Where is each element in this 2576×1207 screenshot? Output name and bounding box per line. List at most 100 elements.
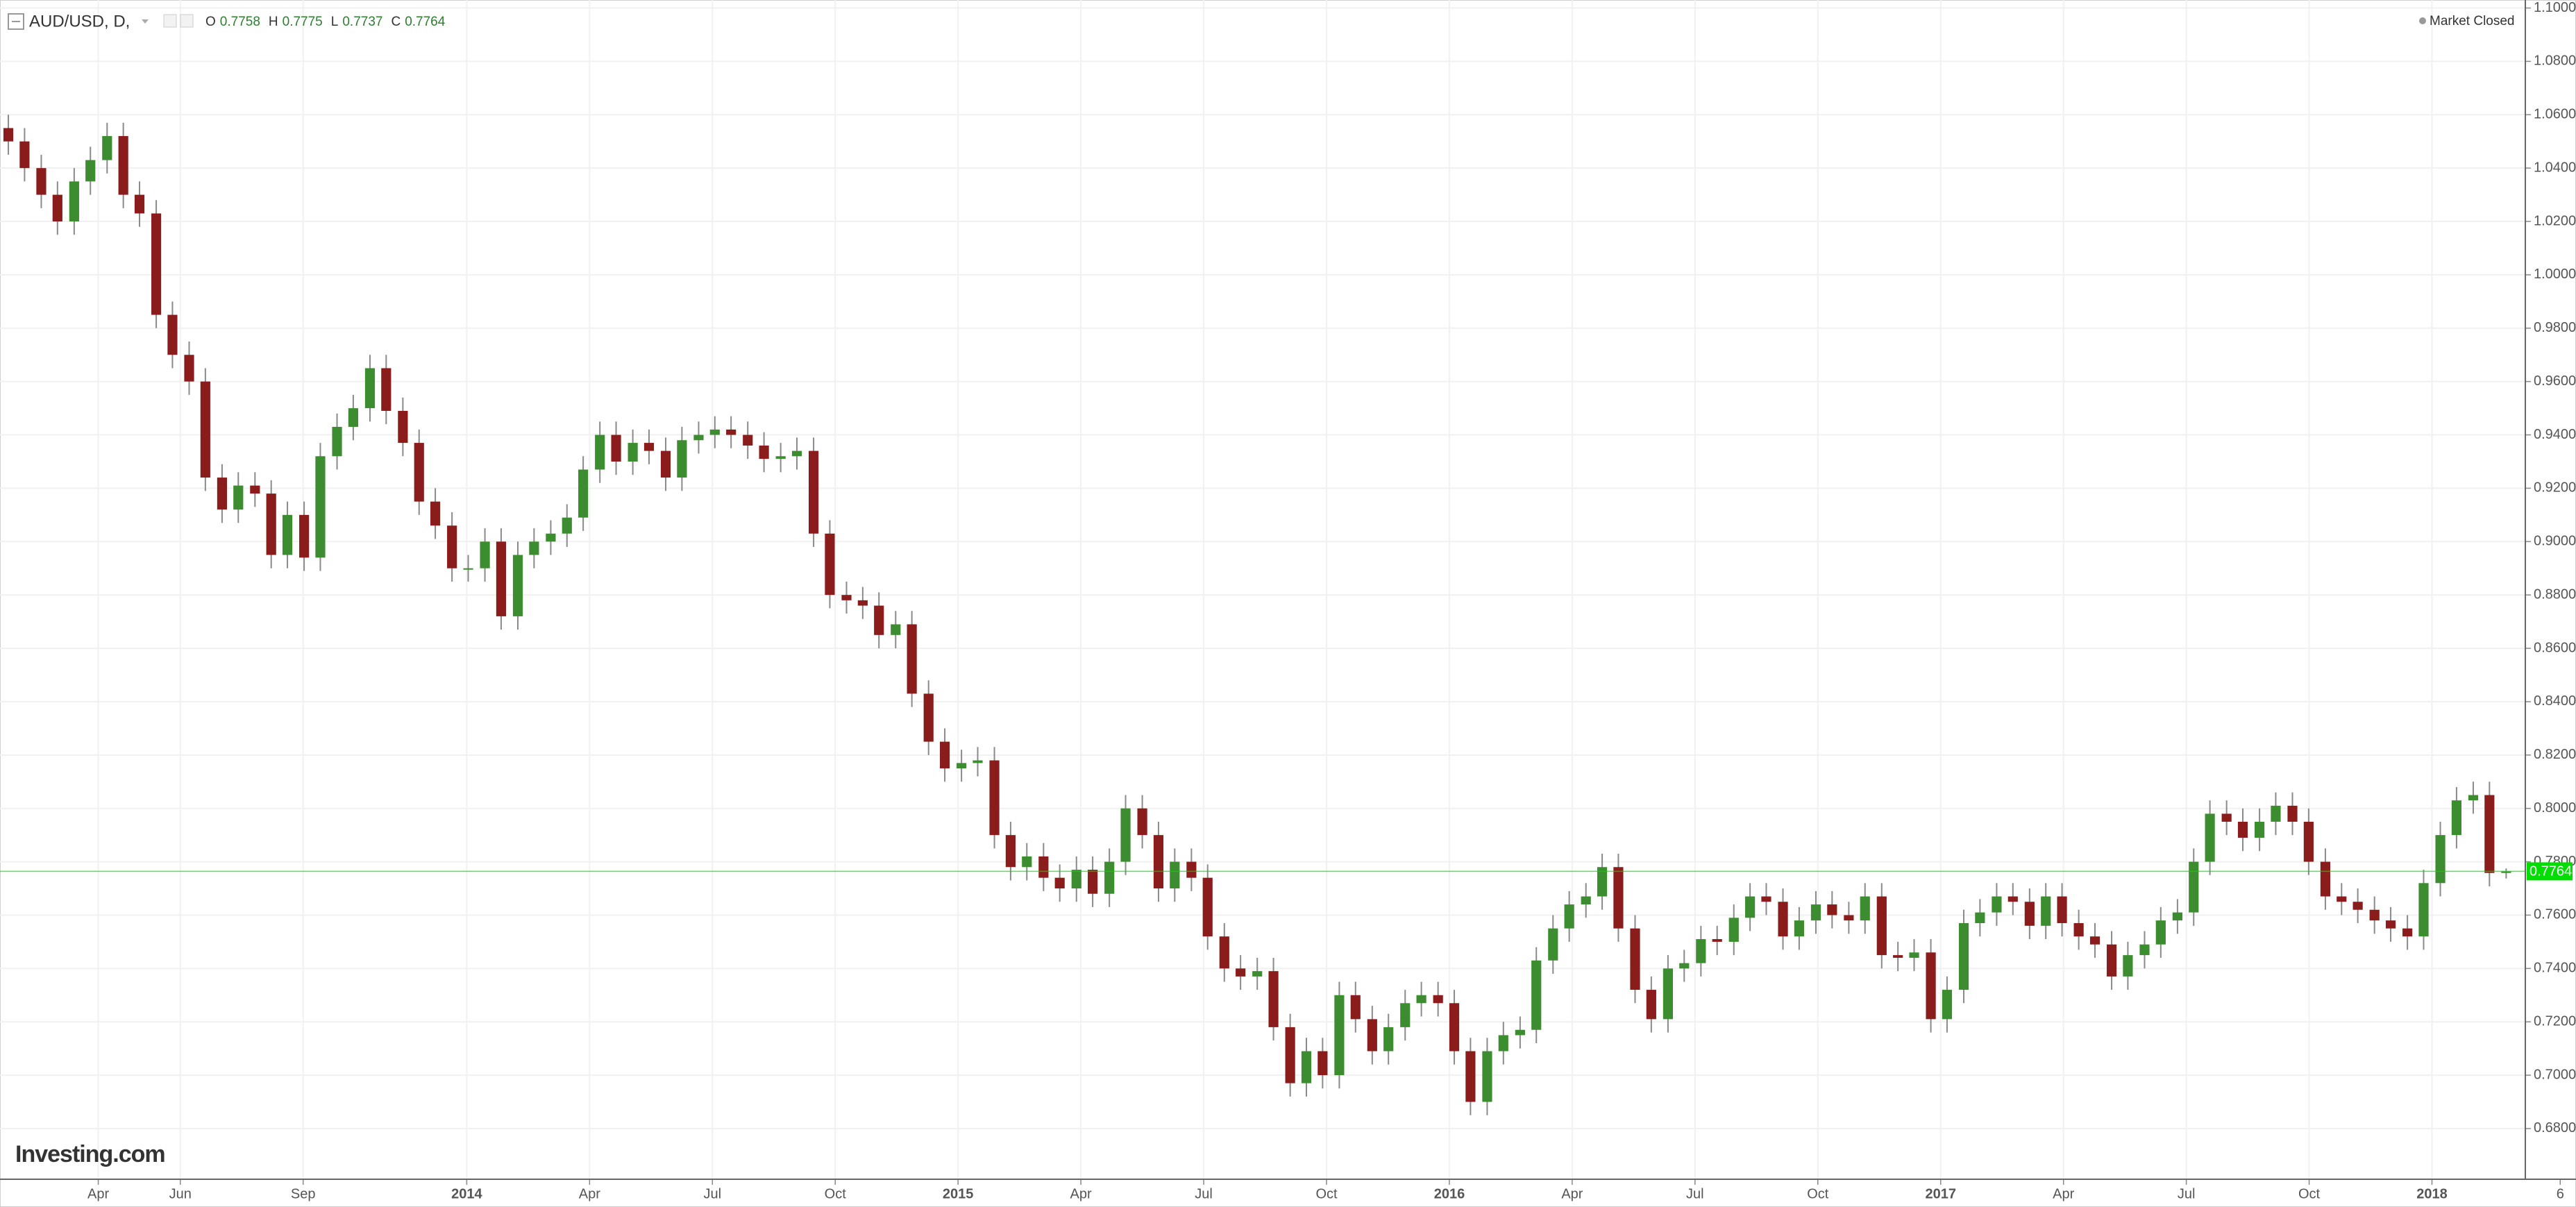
x-tick-label: Apr (2053, 1186, 2074, 1201)
candle-body (1416, 995, 1426, 1004)
candle-body (825, 533, 835, 596)
y-tick-label: 0.7400 (2534, 961, 2576, 976)
candle-body (1909, 952, 1919, 958)
ohlc-legend: O 0.7758 H 0.7775 L 0.7737 C 0.7764 (205, 15, 446, 29)
y-tick-label: 1.0000 (2534, 267, 2576, 282)
y-tick-label: 1.1000 (2534, 0, 2576, 15)
candle-body (1252, 971, 1263, 977)
candle-body (2484, 795, 2495, 873)
ohlc-key: H (269, 15, 278, 29)
y-tick-label: 0.8000 (2534, 800, 2576, 816)
candle-body (791, 450, 802, 457)
settings-icon[interactable] (163, 14, 177, 28)
candle-body (957, 763, 967, 769)
candle-body (233, 485, 244, 510)
candle-body (1186, 861, 1197, 878)
candle-body (282, 514, 293, 555)
candle-body (463, 568, 473, 570)
candle-body (118, 136, 128, 195)
candle-body (1662, 968, 1674, 1020)
candle-body (1613, 867, 1624, 929)
candle-body (1334, 995, 1345, 1076)
candle-body (332, 427, 342, 457)
y-tick-label: 0.7600 (2534, 907, 2576, 922)
y-tick-label: 1.0200 (2534, 213, 2576, 228)
candle-body (2254, 821, 2265, 838)
candle-body (1465, 1051, 1476, 1102)
candle-body (1893, 955, 1903, 958)
candle-body (1745, 896, 1756, 918)
candle-body (1318, 1051, 1328, 1076)
candle-body (643, 443, 655, 451)
y-tick-label: 0.9000 (2534, 534, 2576, 549)
dropdown-icon[interactable] (142, 19, 149, 24)
ohlc-key: O (205, 15, 216, 29)
ohlc-value: 0.7758 (220, 15, 260, 29)
candle-body (2352, 902, 2363, 910)
candle-body (726, 429, 736, 435)
candle-body (167, 314, 178, 355)
candle-body (2189, 861, 2199, 913)
last-price-box (2527, 862, 2573, 881)
y-tick-label: 0.9800 (2534, 320, 2576, 335)
ohlc-value: 0.7737 (342, 15, 382, 29)
x-tick-label: 6 (2557, 1186, 2564, 1201)
candle-body (1137, 808, 1147, 836)
candle-body (743, 434, 753, 446)
candle-body (217, 478, 228, 510)
candle-body (1728, 918, 1739, 942)
candle-body (1926, 952, 1936, 1020)
candle-body (36, 168, 47, 195)
candle-body (1022, 856, 1032, 868)
x-tick-label: 2016 (1434, 1186, 1465, 1201)
candle-body (973, 760, 983, 763)
candle-body (891, 624, 901, 635)
candle-body (480, 541, 490, 568)
candle-body (2337, 896, 2347, 902)
candle-body (2106, 944, 2117, 977)
candle-body (1071, 870, 1081, 889)
candle-body (1400, 1003, 1411, 1027)
candle-body (1433, 995, 1443, 1004)
y-tick-label: 1.0800 (2534, 53, 2576, 69)
candle-body (578, 469, 589, 518)
candle-body (2468, 795, 2479, 801)
y-tick-label: 0.8400 (2534, 693, 2576, 709)
candle-body (546, 533, 556, 542)
compare-icon[interactable] (180, 14, 194, 28)
candle-body (1120, 808, 1131, 862)
x-tick-label: Apr (87, 1186, 109, 1201)
candles (3, 115, 2511, 1115)
candle-body (2172, 912, 2182, 921)
candle-body (1679, 963, 1690, 969)
candle-body (989, 760, 1000, 836)
candle-body (1761, 896, 1771, 902)
candle-body (2303, 821, 2314, 862)
candle-body (2155, 920, 2166, 945)
candle-body (2123, 955, 2133, 977)
candle-body (1449, 1003, 1460, 1052)
candle-body (1942, 990, 1953, 1020)
candle-body (2007, 896, 2018, 902)
candle-body (611, 434, 621, 462)
candle-body (2237, 821, 2248, 838)
candle-body (660, 450, 671, 478)
candle-body (1794, 920, 1804, 937)
grid (0, 0, 2525, 1179)
x-tick-label: Apr (579, 1186, 600, 1201)
candle-body (2287, 805, 2298, 822)
candle-body (2501, 871, 2511, 873)
candle-body (775, 456, 786, 459)
candle-body (1992, 896, 2002, 913)
y-tick-label: 0.7000 (2534, 1067, 2576, 1082)
x-tick-label: Jul (1195, 1186, 1213, 1201)
y-tick-label: 0.9200 (2534, 480, 2576, 496)
y-tick-label: 0.8200 (2534, 747, 2576, 762)
y-tick-label: 0.7200 (2534, 1013, 2576, 1029)
candle-body (628, 443, 638, 462)
collapse-icon[interactable] (8, 13, 24, 30)
candle-body (2435, 835, 2445, 884)
x-tick-label: Jul (1686, 1186, 1704, 1201)
candle-body (1005, 835, 1016, 868)
